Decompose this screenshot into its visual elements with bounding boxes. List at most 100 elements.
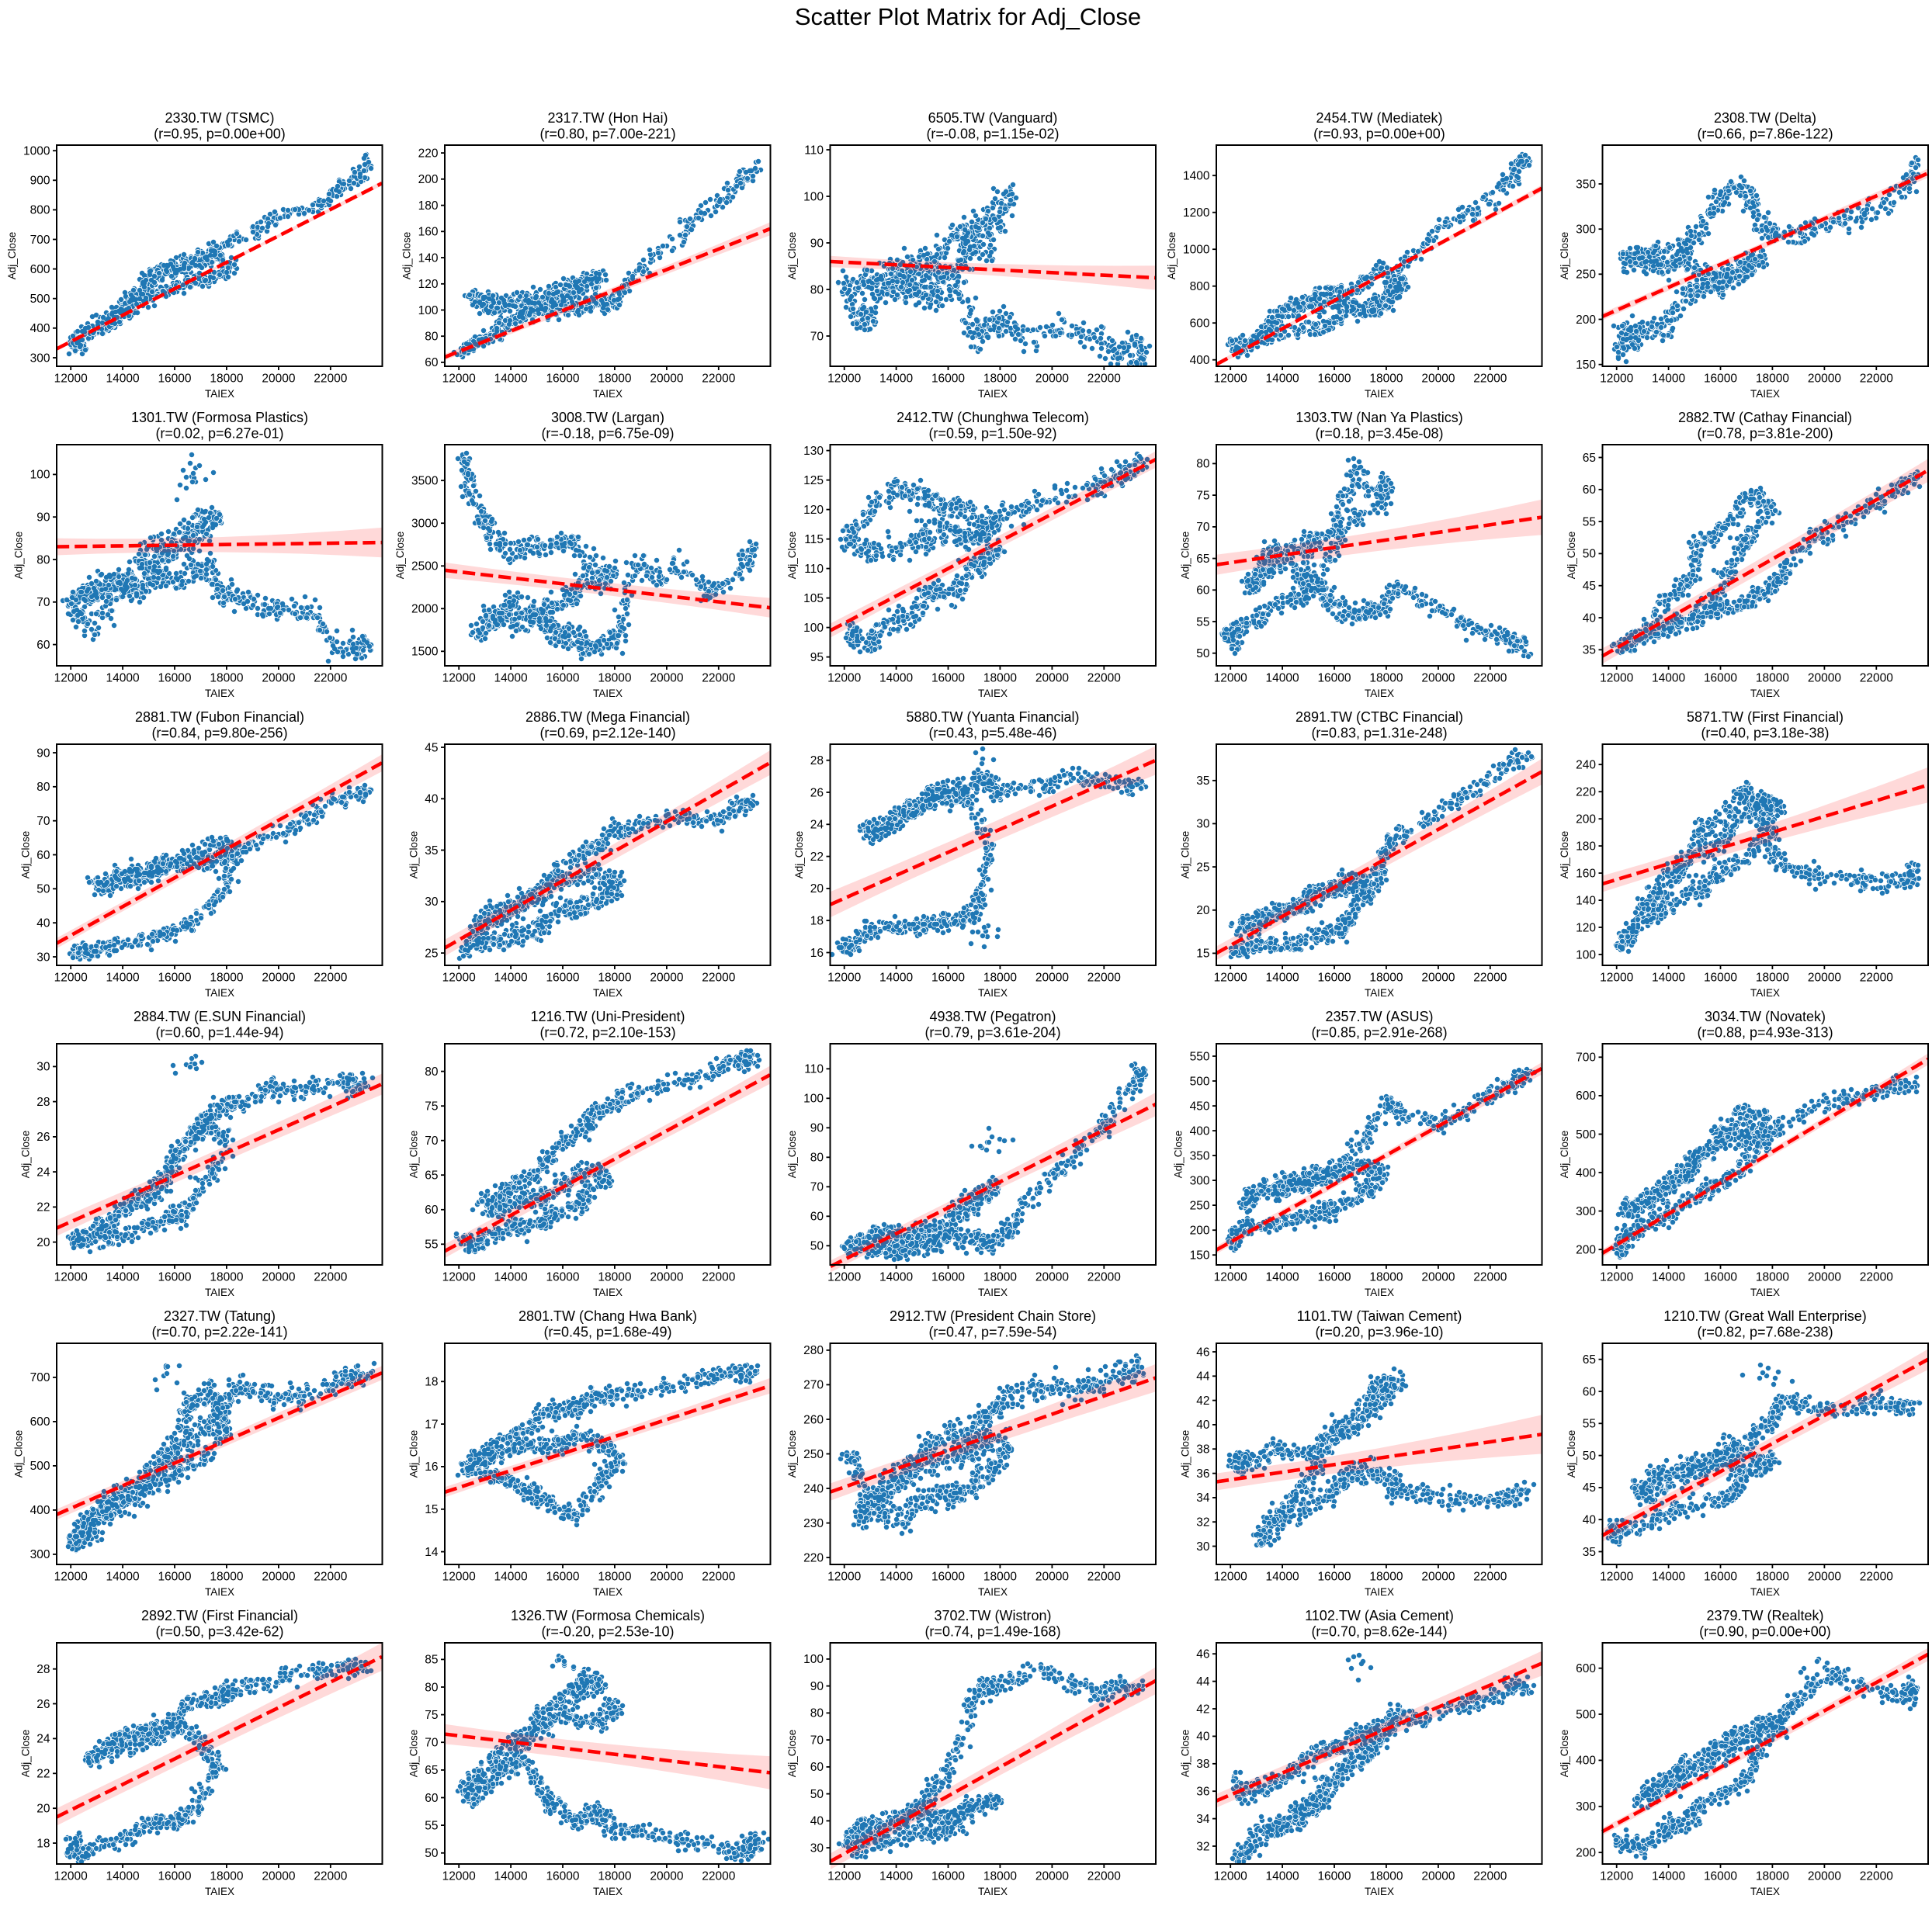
- svg-text:2330.TW (TSMC): 2330.TW (TSMC): [165, 110, 274, 126]
- svg-text:TAIEX: TAIEX: [978, 987, 1008, 999]
- svg-text:Adj_Close: Adj_Close: [19, 831, 31, 879]
- svg-text:22000: 22000: [1473, 372, 1507, 386]
- svg-text:40: 40: [36, 917, 50, 930]
- svg-text:100: 100: [803, 190, 824, 203]
- svg-text:220: 220: [803, 1551, 824, 1564]
- svg-text:125: 125: [803, 474, 824, 487]
- svg-text:14000: 14000: [1652, 372, 1685, 386]
- svg-text:(r=0.85, p=2.91e-268): (r=0.85, p=2.91e-268): [1311, 1025, 1447, 1041]
- svg-text:Adj_Close: Adj_Close: [1566, 532, 1577, 580]
- svg-text:65: 65: [1196, 553, 1209, 566]
- svg-text:TAIEX: TAIEX: [593, 1287, 623, 1298]
- svg-text:TAIEX: TAIEX: [1750, 388, 1780, 400]
- svg-text:20000: 20000: [1421, 1870, 1455, 1883]
- svg-text:14000: 14000: [494, 1571, 528, 1584]
- svg-text:36: 36: [1196, 1467, 1209, 1481]
- svg-text:22000: 22000: [1473, 972, 1507, 985]
- svg-text:12000: 12000: [442, 1271, 476, 1284]
- svg-text:TAIEX: TAIEX: [978, 1586, 1008, 1598]
- svg-text:(r=0.60, p=1.44e-94): (r=0.60, p=1.44e-94): [155, 1025, 283, 1041]
- svg-text:18000: 18000: [1756, 1870, 1789, 1883]
- svg-text:55: 55: [1583, 1418, 1596, 1431]
- svg-text:20000: 20000: [1808, 672, 1841, 685]
- svg-text:38: 38: [1196, 1443, 1209, 1457]
- svg-text:18000: 18000: [1756, 1571, 1789, 1584]
- svg-text:70: 70: [36, 596, 50, 609]
- svg-text:2000: 2000: [411, 603, 439, 616]
- svg-text:40: 40: [1196, 1419, 1210, 1432]
- svg-text:14000: 14000: [494, 1870, 528, 1883]
- svg-text:50: 50: [1583, 1450, 1597, 1463]
- svg-text:400: 400: [30, 322, 50, 335]
- svg-text:(r=0.79, p=3.61e-204): (r=0.79, p=3.61e-204): [924, 1025, 1060, 1041]
- svg-text:50: 50: [810, 1240, 824, 1253]
- svg-text:14000: 14000: [879, 1271, 913, 1284]
- svg-text:20000: 20000: [262, 1571, 295, 1584]
- svg-text:2884.TW (E.SUN Financial): 2884.TW (E.SUN Financial): [134, 1009, 306, 1024]
- svg-text:12000: 12000: [54, 672, 88, 685]
- svg-text:80: 80: [36, 553, 50, 566]
- svg-text:Adj_Close: Adj_Close: [786, 1430, 798, 1478]
- svg-text:450: 450: [1190, 1100, 1210, 1113]
- svg-text:TAIEX: TAIEX: [205, 1287, 234, 1298]
- svg-text:20: 20: [36, 1803, 50, 1816]
- svg-text:600: 600: [30, 1415, 50, 1429]
- svg-text:18000: 18000: [983, 1271, 1017, 1284]
- svg-text:90: 90: [36, 747, 50, 760]
- svg-text:50: 50: [425, 1847, 439, 1860]
- svg-text:18000: 18000: [598, 1870, 631, 1883]
- svg-text:20000: 20000: [1421, 672, 1455, 685]
- svg-text:1200: 1200: [1183, 206, 1210, 220]
- svg-text:22000: 22000: [314, 1870, 347, 1883]
- svg-text:20000: 20000: [650, 972, 683, 985]
- svg-text:22000: 22000: [1473, 672, 1507, 685]
- svg-text:(r=0.78, p=3.81e-200): (r=0.78, p=3.81e-200): [1697, 426, 1833, 442]
- svg-text:20000: 20000: [1808, 1870, 1841, 1883]
- svg-text:95: 95: [810, 651, 824, 664]
- svg-text:1000: 1000: [23, 145, 50, 158]
- svg-text:115: 115: [804, 533, 824, 546]
- svg-text:(r=0.47, p=7.59e-54): (r=0.47, p=7.59e-54): [928, 1325, 1056, 1340]
- svg-text:22000: 22000: [1860, 372, 1893, 386]
- svg-text:18000: 18000: [1369, 1271, 1403, 1284]
- svg-text:22: 22: [810, 851, 824, 864]
- svg-text:16000: 16000: [1317, 1870, 1351, 1883]
- svg-text:14000: 14000: [1266, 372, 1299, 386]
- svg-text:22: 22: [36, 1768, 50, 1781]
- svg-text:Adj_Close: Adj_Close: [1559, 1730, 1570, 1778]
- svg-text:14000: 14000: [1652, 972, 1685, 985]
- svg-text:120: 120: [803, 504, 824, 517]
- svg-text:600: 600: [30, 263, 50, 276]
- svg-text:TAIEX: TAIEX: [1365, 388, 1394, 400]
- svg-text:14000: 14000: [106, 672, 140, 685]
- svg-text:300: 300: [30, 352, 50, 365]
- svg-text:12000: 12000: [1600, 1571, 1633, 1584]
- svg-text:12000: 12000: [54, 1870, 88, 1883]
- svg-text:40: 40: [1583, 1514, 1597, 1527]
- svg-text:15: 15: [425, 1503, 438, 1516]
- svg-text:TAIEX: TAIEX: [1365, 987, 1394, 999]
- svg-text:22000: 22000: [1860, 972, 1893, 985]
- svg-text:500: 500: [30, 293, 50, 306]
- svg-text:20000: 20000: [650, 1271, 683, 1284]
- svg-text:2912.TW (President Chain Store: 2912.TW (President Chain Store): [890, 1308, 1096, 1324]
- svg-text:350: 350: [1576, 178, 1596, 191]
- svg-text:Adj_Close: Adj_Close: [1559, 232, 1570, 280]
- svg-text:20000: 20000: [1421, 372, 1455, 386]
- svg-text:400: 400: [1576, 1166, 1596, 1180]
- svg-text:18000: 18000: [1369, 1870, 1403, 1883]
- svg-text:28: 28: [36, 1096, 50, 1109]
- svg-text:200: 200: [418, 173, 439, 186]
- svg-text:TAIEX: TAIEX: [1750, 987, 1780, 999]
- svg-text:(r=-0.18, p=6.75e-09): (r=-0.18, p=6.75e-09): [541, 426, 674, 442]
- svg-text:22000: 22000: [702, 1271, 735, 1284]
- svg-text:Adj_Close: Adj_Close: [408, 1131, 419, 1179]
- svg-text:22000: 22000: [1087, 672, 1121, 685]
- svg-text:500: 500: [1576, 1128, 1596, 1142]
- svg-text:18000: 18000: [983, 372, 1017, 386]
- svg-text:(r=0.70, p=2.22e-141): (r=0.70, p=2.22e-141): [151, 1325, 287, 1340]
- svg-text:30: 30: [36, 951, 50, 964]
- svg-text:12000: 12000: [1600, 1870, 1633, 1883]
- svg-text:16000: 16000: [1704, 672, 1737, 685]
- svg-text:(r=0.20, p=3.96e-10): (r=0.20, p=3.96e-10): [1315, 1325, 1443, 1340]
